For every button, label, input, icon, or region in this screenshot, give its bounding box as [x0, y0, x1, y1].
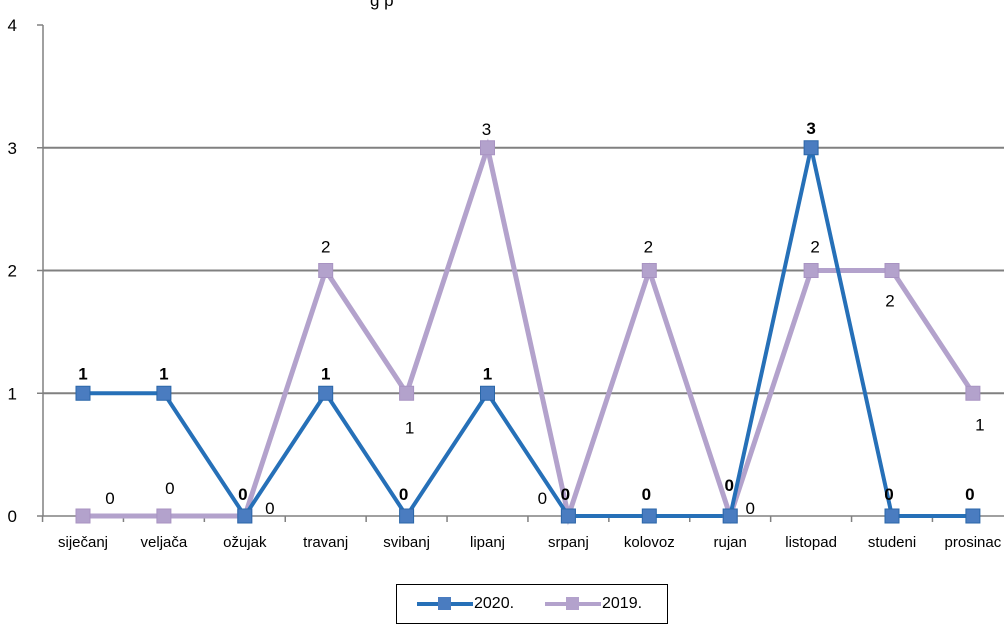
point-2020-travanj: [318, 385, 334, 401]
y-tick-label-4: 4: [8, 16, 17, 35]
legend-swatch-2019: [545, 594, 601, 614]
series-lines: [83, 138, 975, 526]
series-line-2020: [83, 147, 973, 520]
legend-item-2020: 2020.: [417, 594, 514, 614]
label-2019-studeni: 2: [885, 292, 894, 311]
point-2020-veljača: [156, 385, 172, 401]
point-2019-veljača: [156, 508, 172, 524]
x-tick-label-10: studeni: [868, 534, 916, 551]
point-2020-srpanj: [560, 508, 576, 524]
label-2019-kolovoz: 2: [644, 238, 653, 257]
axes: [37, 24, 1004, 522]
series-line-2019: [83, 138, 975, 526]
label-2020-kolovoz: 0: [642, 485, 651, 504]
label-2020-srpanj: 0: [561, 485, 570, 504]
label-2019-srpanj: 0: [538, 489, 547, 508]
point-2019-travanj: [318, 263, 334, 278]
point-2019-svibanj: [399, 385, 415, 401]
label-2020-prosinac: 0: [965, 485, 974, 504]
legend-swatch-2020: [417, 594, 473, 614]
legend-label-2020: 2020.: [474, 595, 515, 612]
point-2019-siječanj: [75, 508, 91, 524]
point-2020-ožujak: [237, 508, 253, 524]
point-2019-listopad: [803, 263, 819, 278]
x-tick-label-2: ožujak: [223, 534, 267, 551]
label-2020-rujan: 0: [724, 476, 733, 495]
label-2019-lipanj: 3: [482, 120, 491, 139]
x-tick-label-5: lipanj: [470, 534, 505, 551]
label-2020-siječanj: 1: [78, 364, 87, 383]
point-2020-siječanj: [75, 385, 91, 401]
label-2020-veljača: 1: [159, 364, 168, 383]
point-2020-rujan: [722, 508, 738, 524]
point-2019-kolovoz: [641, 263, 657, 278]
point-2020-prosinac: [965, 508, 981, 524]
point-2020-svibanj: [399, 508, 415, 524]
point-2019-studeni: [884, 263, 900, 278]
label-2020-ožujak: 0: [238, 485, 247, 504]
y-tick-label-3: 3: [8, 139, 17, 158]
point-2020-kolovoz: [641, 508, 657, 524]
x-tick-label-6: srpanj: [548, 534, 589, 551]
y-tick-label-0: 0: [8, 507, 17, 526]
x-tick-label-3: travanj: [303, 534, 348, 551]
label-2019-svibanj: 1: [405, 418, 414, 437]
label-2019-listopad: 2: [810, 238, 819, 257]
x-tick-label-1: veljača: [141, 534, 188, 551]
label-2019-travanj: 2: [321, 238, 330, 257]
x-tick-label-7: kolovoz: [624, 534, 675, 551]
y-tick-label-2: 2: [8, 262, 17, 281]
point-2020-lipanj: [480, 385, 495, 401]
x-tick-labels: siječanj veljača ožujak travanj svibanj lipan…: [58, 534, 1002, 551]
y-tick-label-1: 1: [8, 384, 17, 403]
series-markers: [75, 140, 981, 524]
point-2019-prosinac: [965, 385, 981, 401]
point-2020-studeni: [884, 508, 900, 524]
x-tick-label-4: svibanj: [383, 534, 430, 551]
label-2020-travanj: 1: [321, 364, 330, 383]
x-tick-label-9: listopad: [785, 534, 837, 551]
legend: 2020. 2019.: [396, 584, 668, 624]
point-2020-listopad: [803, 140, 819, 156]
label-2019-rujan: 0: [745, 499, 754, 518]
x-tick-label-8: rujan: [714, 534, 747, 551]
x-tick-label-0: siječanj: [58, 534, 108, 551]
legend-label-2019: 2019.: [602, 595, 643, 612]
label-2020-listopad: 3: [806, 119, 815, 138]
label-2019-ožujak: 0: [265, 499, 274, 518]
chart-title-fragment: g p: [370, 0, 394, 10]
label-2020-studeni: 0: [884, 485, 893, 504]
label-2019-prosinac: 1: [975, 415, 984, 434]
label-2019-veljača: 0: [165, 479, 174, 498]
point-2019-lipanj: [480, 140, 495, 156]
x-tick-label-11: prosinac: [945, 534, 1002, 551]
label-2020-svibanj: 0: [399, 485, 408, 504]
y-tick-labels: 0 1 2 3 4: [8, 16, 17, 526]
legend-item-2019: 2019.: [545, 594, 642, 614]
label-2019-siječanj: 0: [105, 489, 114, 508]
label-2020-lipanj: 1: [483, 364, 492, 383]
